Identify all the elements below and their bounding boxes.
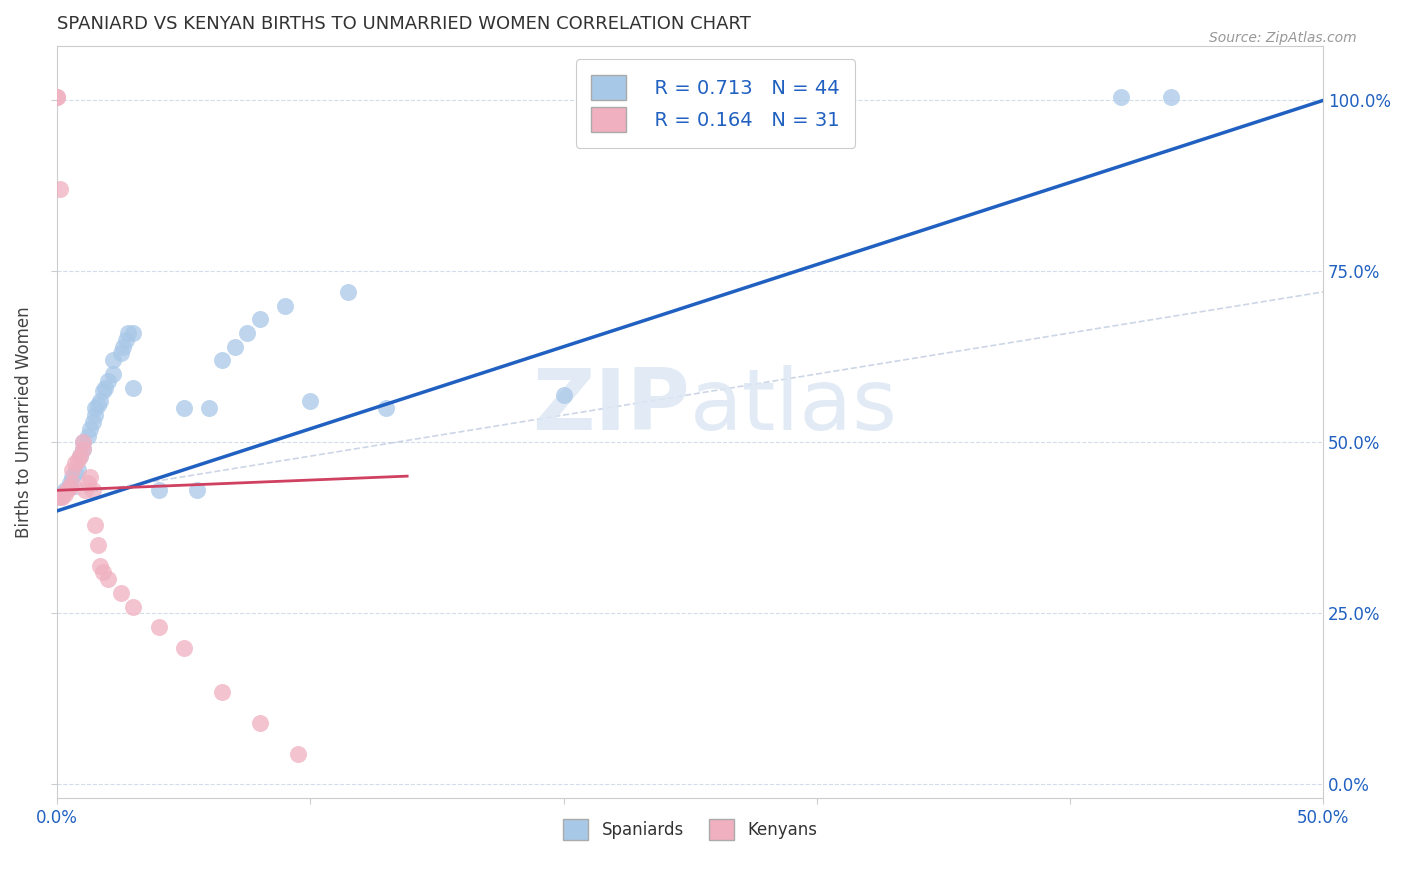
Point [51, 487, 73, 501]
Point [224, 340, 246, 354]
Point [287, 747, 309, 761]
Point [72, 435, 94, 450]
Point [112, 340, 135, 354]
Point [62, 476, 84, 491]
Point [62, 463, 84, 477]
Point [49, 490, 72, 504]
Point [122, 599, 145, 614]
Point [87, 398, 110, 412]
Text: SPANIARD VS KENYAN BIRTHS TO UNMARRIED WOMEN CORRELATION CHART: SPANIARD VS KENYAN BIRTHS TO UNMARRIED W… [58, 15, 751, 33]
Point [173, 640, 195, 655]
Point [110, 586, 132, 600]
Point [66, 452, 89, 467]
Point [91, 384, 114, 398]
Point [69, 449, 91, 463]
Point [72, 442, 94, 457]
Point [148, 483, 170, 498]
Point [89, 558, 111, 573]
Point [553, 387, 575, 401]
Point [211, 353, 233, 368]
Point [110, 346, 132, 360]
Point [299, 394, 322, 409]
Point [1109, 90, 1132, 104]
Point [59, 480, 82, 494]
Point [72, 435, 94, 450]
Point [94, 381, 117, 395]
Y-axis label: Births to Unmarried Women: Births to Unmarried Women [15, 306, 32, 538]
Point [79, 469, 101, 483]
Point [375, 401, 398, 416]
Point [91, 566, 114, 580]
Point [84, 517, 107, 532]
Point [72, 442, 94, 457]
Point [211, 685, 233, 699]
Point [249, 312, 271, 326]
Text: ZIP: ZIP [533, 366, 690, 449]
Point [97, 374, 120, 388]
Point [101, 353, 124, 368]
Point [82, 483, 104, 498]
Point [198, 401, 221, 416]
Point [84, 408, 107, 422]
Point [62, 469, 84, 483]
Point [53, 483, 76, 498]
Point [63, 456, 86, 470]
Point [46, 90, 69, 104]
Point [1160, 90, 1182, 104]
Point [76, 476, 98, 491]
Point [82, 415, 104, 429]
Point [46, 90, 69, 104]
Point [79, 422, 101, 436]
Point [101, 367, 124, 381]
Point [59, 480, 82, 494]
Point [337, 285, 360, 299]
Point [89, 394, 111, 409]
Point [173, 401, 195, 416]
Point [274, 299, 297, 313]
Point [87, 538, 110, 552]
Point [56, 483, 79, 498]
Point [76, 428, 98, 442]
Point [186, 483, 208, 498]
Point [84, 401, 107, 416]
Text: atlas: atlas [690, 366, 898, 449]
Point [236, 326, 259, 340]
Legend: Spaniards, Kenyans: Spaniards, Kenyans [557, 813, 824, 847]
Point [122, 381, 145, 395]
Point [117, 326, 139, 340]
Point [59, 476, 82, 491]
Point [122, 326, 145, 340]
Point [51, 490, 73, 504]
Point [69, 449, 91, 463]
Point [148, 620, 170, 634]
Point [49, 182, 72, 196]
Point [53, 487, 76, 501]
Point [63, 467, 86, 481]
Point [114, 333, 136, 347]
Point [249, 715, 271, 730]
Point [75, 483, 97, 498]
Point [66, 463, 89, 477]
Point [97, 572, 120, 586]
Point [49, 490, 72, 504]
Text: Source: ZipAtlas.com: Source: ZipAtlas.com [1209, 31, 1357, 45]
